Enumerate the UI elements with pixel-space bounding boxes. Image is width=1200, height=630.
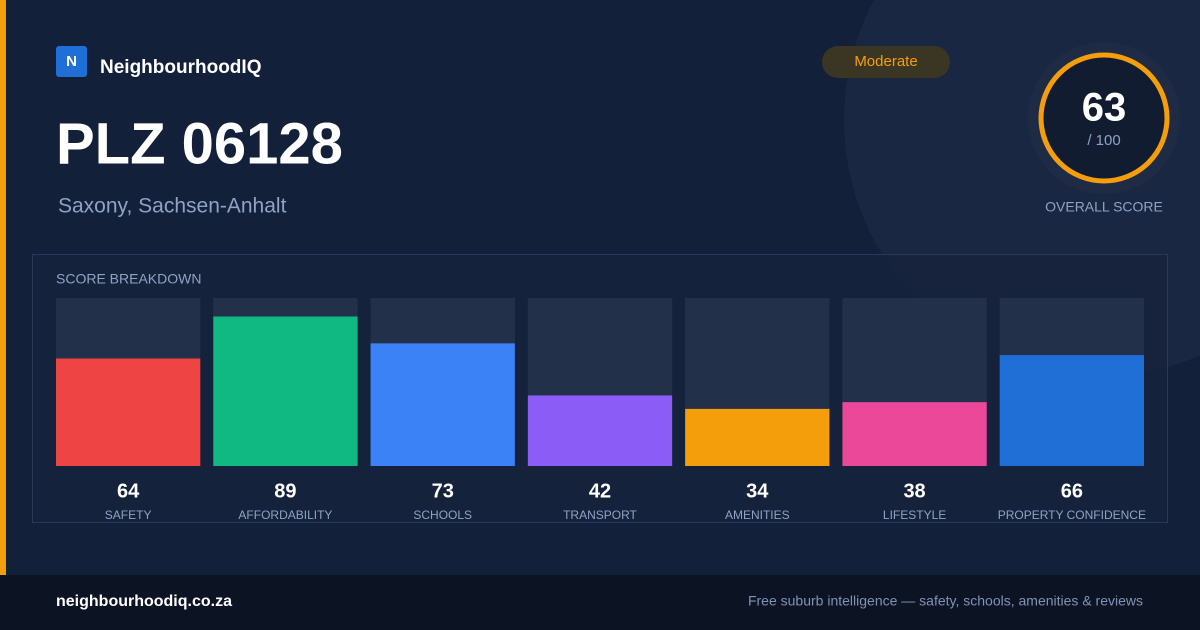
overall-max: / 100: [1087, 132, 1120, 149]
value-label: 66: [1061, 480, 1083, 502]
bar: [370, 343, 515, 466]
value-label: 42: [589, 480, 611, 502]
category-label: AMENITIES: [725, 508, 790, 522]
category-label: AFFORDABILITY: [238, 508, 332, 522]
badge-text: Moderate: [854, 53, 917, 70]
footer-site: neighbourhoodiq.co.za: [56, 593, 232, 610]
bar: [56, 358, 201, 466]
footer-tagline: Free suburb intelligence — safety, schoo…: [748, 593, 1143, 609]
category-label: PROPERTY CONFIDENCE: [998, 508, 1146, 522]
bar: [999, 355, 1144, 466]
overall-score: 63: [1082, 86, 1127, 130]
value-label: 89: [274, 480, 296, 502]
category-label: LIFESTYLE: [883, 508, 946, 522]
bar: [527, 395, 673, 466]
overall-label: OVERALL SCORE: [1045, 199, 1163, 215]
footer: [0, 575, 1200, 630]
value-label: 64: [117, 480, 140, 502]
subtitle: Saxony, Sachsen-Anhalt: [58, 195, 287, 218]
accent-stripe: [0, 0, 6, 575]
page-title: PLZ 06128: [56, 111, 343, 176]
bar: [685, 408, 830, 466]
bar: [842, 402, 987, 466]
brand-name: NeighbourhoodIQ: [100, 57, 261, 78]
value-label: 38: [903, 480, 925, 502]
bar: [213, 316, 358, 466]
category-label: TRANSPORT: [563, 508, 637, 522]
score-ring: [1038, 52, 1170, 184]
logo: [56, 46, 87, 77]
value-label: 73: [432, 480, 454, 502]
chart-title: SCORE BREAKDOWN: [56, 271, 201, 287]
category-label: SAFETY: [105, 508, 152, 522]
badge: [822, 46, 950, 78]
logo-letter: N: [66, 53, 77, 70]
value-label: 34: [746, 480, 769, 502]
category-label: SCHOOLS: [413, 508, 472, 522]
